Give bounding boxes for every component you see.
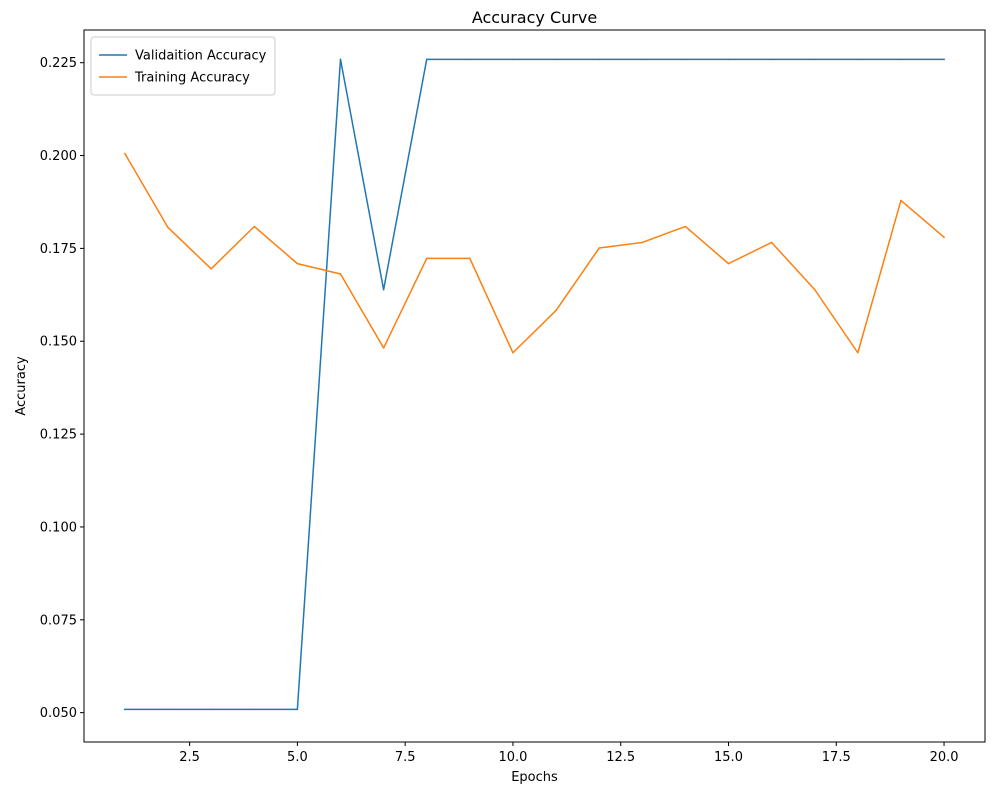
legend: Validaition Accuracy Training Accuracy: [90, 36, 276, 96]
data-point-1-13: [684, 225, 687, 228]
data-point-1-16: [813, 288, 816, 291]
x-tick-label: 15.0: [714, 750, 743, 765]
data-point-0-14: [727, 58, 730, 61]
data-point-1-4: [296, 262, 299, 265]
y-tick-label: 0.100: [40, 520, 77, 535]
data-point-0-1: [167, 708, 169, 711]
legend-label: Validaition Accuracy: [135, 49, 267, 64]
data-point-0-16: [813, 58, 816, 61]
data-point-0-6: [382, 288, 385, 291]
x-tick-label: 20.0: [930, 750, 959, 765]
plot-frame: [83, 29, 986, 743]
data-point-1-1: [167, 226, 169, 229]
data-point-0-12: [641, 58, 644, 61]
data-point-0-7: [425, 58, 428, 61]
data-point-0-19: [943, 58, 945, 61]
x-tick-label: 7.5: [395, 750, 416, 765]
chart-title: Accuracy Curve: [472, 8, 597, 27]
data-point-1-10: [555, 309, 557, 312]
x-tick-label: 10.0: [498, 750, 527, 765]
data-point-0-8: [469, 58, 471, 61]
data-point-1-19: [943, 236, 945, 238]
data-point-1-6: [382, 347, 385, 349]
data-point-0-17: [857, 58, 859, 61]
data-point-1-8: [469, 257, 471, 260]
data-point-0-0: [124, 708, 126, 711]
data-point-0-3: [253, 708, 256, 711]
data-point-0-5: [339, 58, 342, 61]
legend-label: Training Accuracy: [134, 71, 250, 86]
y-tick-label: 0.050: [40, 706, 77, 721]
data-point-1-15: [770, 241, 773, 244]
data-point-0-2: [210, 708, 212, 711]
data-point-1-14: [727, 262, 730, 265]
data-point-0-11: [598, 58, 600, 61]
x-tick-label: 5.0: [287, 750, 308, 765]
data-point-1-7: [425, 257, 428, 260]
data-point-1-12: [641, 241, 644, 244]
data-point-1-17: [857, 352, 859, 354]
data-point-1-0: [124, 152, 126, 155]
series-layer: [123, 58, 946, 711]
legend-box: [90, 36, 276, 96]
series-line-1: [123, 152, 946, 354]
data-point-1-3: [253, 225, 256, 228]
y-tick-label: 0.200: [40, 149, 77, 164]
ticks-layer: 2.5 5.0 7.5 10.0 12.5 15.0 17.5 20.0 0.050 0.075 0…: [40, 56, 959, 765]
y-tick-label: 0.150: [40, 335, 77, 350]
data-point-0-10: [555, 58, 557, 61]
x-tick-label: 12.5: [606, 750, 635, 765]
data-point-0-18: [900, 58, 902, 61]
data-point-0-15: [770, 58, 773, 61]
data-point-0-9: [512, 58, 514, 61]
data-point-0-13: [684, 58, 687, 61]
data-point-1-9: [512, 352, 514, 354]
y-axis-label: Accuracy: [14, 356, 29, 416]
x-tick-label: 2.5: [179, 750, 200, 765]
data-point-1-5: [339, 273, 342, 275]
data-point-1-18: [900, 199, 902, 202]
x-axis-label: Epochs: [511, 770, 558, 785]
series-line-0: [124, 58, 945, 711]
y-tick-label: 0.125: [40, 428, 77, 443]
data-point-1-11: [598, 247, 600, 249]
y-tick-label: 0.175: [40, 242, 77, 257]
data-point-0-4: [296, 708, 299, 711]
y-tick-label: 0.075: [40, 613, 77, 628]
y-tick-label: 0.225: [40, 56, 77, 71]
data-point-1-2: [210, 268, 212, 270]
x-tick-label: 17.5: [822, 750, 851, 765]
